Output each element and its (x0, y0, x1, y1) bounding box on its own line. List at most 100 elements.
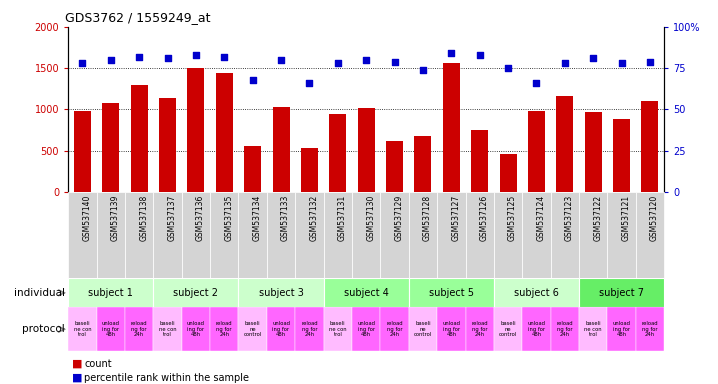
Text: GSM537124: GSM537124 (536, 195, 546, 241)
Text: subject 3: subject 3 (258, 288, 304, 298)
Text: reload
ng for
24h: reload ng for 24h (556, 321, 573, 337)
Point (474, 52, 485, 58)
Bar (607, 192, 635, 278)
Text: baseli
ne con
trol: baseli ne con trol (329, 321, 347, 337)
Text: ■: ■ (72, 359, 83, 369)
Point (304, 80, 315, 86)
Bar (443, 63, 460, 192)
Text: GSM537137: GSM537137 (167, 195, 177, 241)
Text: subject 2: subject 2 (174, 288, 218, 298)
Text: GSM537126: GSM537126 (480, 195, 489, 241)
Bar (295, 192, 324, 278)
Text: percentile rank within the sample: percentile rank within the sample (84, 373, 249, 383)
Text: unload
ing for
48h: unload ing for 48h (528, 321, 546, 337)
Point (531, 80, 542, 86)
Text: GSM537133: GSM537133 (281, 195, 290, 241)
Text: unload
ing for
48h: unload ing for 48h (357, 321, 376, 337)
Text: GSM537125: GSM537125 (508, 195, 517, 241)
Bar (528, 111, 545, 192)
Bar (238, 192, 267, 278)
Bar (607, 307, 635, 351)
Bar (381, 192, 409, 278)
Text: GSM537121: GSM537121 (622, 195, 630, 241)
Point (247, 77, 258, 83)
Point (77, 60, 88, 66)
Bar (358, 108, 375, 192)
Bar (68, 192, 97, 278)
Text: baseli
ne
control: baseli ne control (499, 321, 517, 337)
Text: count: count (84, 359, 111, 369)
Text: subject 1: subject 1 (88, 288, 134, 298)
Text: baseli
ne con
trol: baseli ne con trol (73, 321, 91, 337)
Text: GSM537120: GSM537120 (650, 195, 659, 241)
Text: GSM537127: GSM537127 (452, 195, 460, 241)
Text: GSM537130: GSM537130 (366, 195, 376, 241)
Text: protocol: protocol (22, 324, 65, 334)
Text: GSM537123: GSM537123 (565, 195, 574, 241)
Point (134, 53, 145, 60)
Bar (324, 192, 352, 278)
Bar (154, 278, 238, 307)
Bar (97, 307, 125, 351)
Text: reload
ng for
24h: reload ng for 24h (386, 321, 403, 337)
Bar (182, 307, 210, 351)
Bar (301, 148, 318, 192)
Bar (352, 192, 381, 278)
Point (644, 58, 656, 65)
Bar (579, 307, 607, 351)
Bar (465, 307, 494, 351)
Text: reload
ng for
24h: reload ng for 24h (642, 321, 658, 337)
Bar (187, 68, 205, 192)
Point (105, 57, 116, 63)
Bar (125, 307, 154, 351)
Bar (159, 98, 176, 192)
Bar (414, 136, 432, 192)
Bar (635, 307, 664, 351)
Text: GSM537136: GSM537136 (196, 195, 205, 241)
Point (446, 50, 457, 56)
Bar (386, 141, 403, 192)
Point (190, 52, 202, 58)
Point (275, 57, 286, 63)
Bar (381, 307, 409, 351)
Bar (635, 192, 664, 278)
Bar (68, 307, 97, 351)
Text: GSM537128: GSM537128 (423, 195, 432, 241)
Bar (125, 192, 154, 278)
Bar (409, 307, 437, 351)
Text: GSM537134: GSM537134 (253, 195, 261, 241)
Bar (494, 192, 522, 278)
Text: ■: ■ (72, 373, 83, 383)
Bar (556, 96, 574, 192)
Bar (584, 112, 602, 192)
Point (559, 60, 571, 66)
Point (162, 55, 173, 61)
Bar (471, 130, 488, 192)
Text: unload
ing for
48h: unload ing for 48h (612, 321, 630, 337)
Bar (102, 103, 119, 192)
Bar (238, 278, 324, 307)
Bar (465, 192, 494, 278)
Bar (352, 307, 381, 351)
Text: GDS3762 / 1559249_at: GDS3762 / 1559249_at (65, 11, 210, 24)
Bar (154, 307, 182, 351)
Bar (324, 278, 409, 307)
Bar (97, 192, 125, 278)
Point (389, 58, 401, 65)
Point (587, 55, 599, 61)
Bar (273, 107, 289, 192)
Point (360, 57, 372, 63)
Text: reload
ng for
24h: reload ng for 24h (472, 321, 488, 337)
Bar (216, 73, 233, 192)
Text: GSM537135: GSM537135 (224, 195, 233, 241)
Point (218, 53, 230, 60)
Bar (267, 192, 295, 278)
Text: GSM537139: GSM537139 (111, 195, 120, 241)
Bar (409, 278, 494, 307)
Bar (613, 119, 630, 192)
Bar (267, 307, 295, 351)
Text: unload
ing for
48h: unload ing for 48h (187, 321, 205, 337)
Bar (182, 192, 210, 278)
Bar (551, 192, 579, 278)
Text: subject 6: subject 6 (514, 288, 559, 298)
